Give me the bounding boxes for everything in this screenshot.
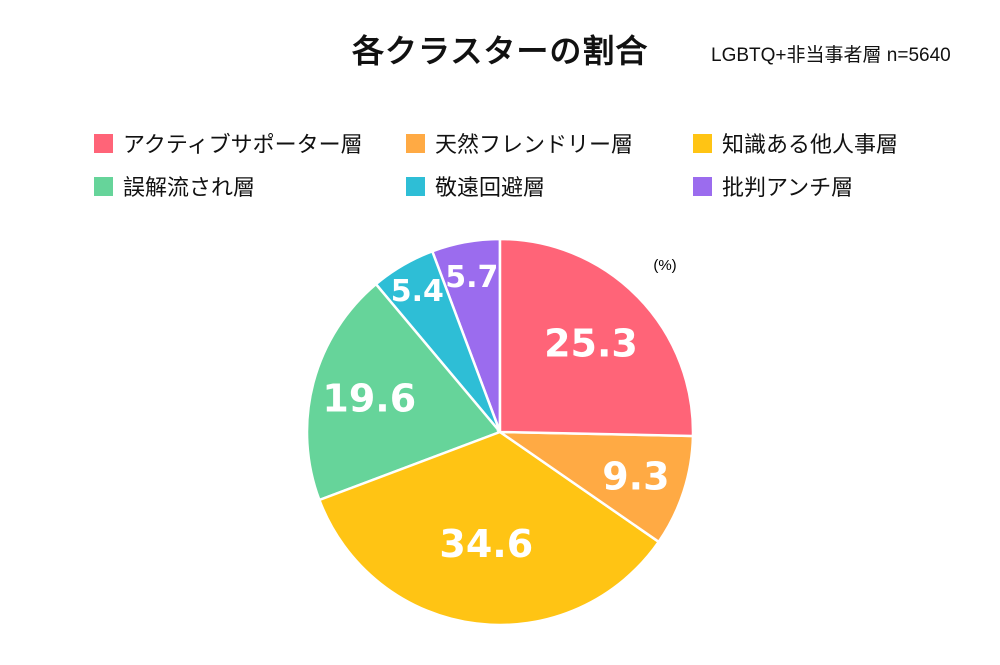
legend: アクティブサポーター層 天然フレンドリー層 知識ある他人事層 誤解流され層 敬遠… — [94, 128, 974, 201]
slice-value-label: 25.3 — [544, 322, 638, 366]
legend-label: 知識ある他人事層 — [722, 133, 899, 158]
slice-value-label: 9.3 — [602, 455, 669, 499]
legend-swatch — [406, 133, 425, 153]
pie-slice — [498, 237, 695, 438]
legend-label: 天然フレンドリー層 — [435, 133, 634, 158]
legend-swatch — [693, 176, 712, 196]
chart-title: 各クラスターの割合 — [352, 32, 649, 70]
unit-label: (%) — [653, 257, 676, 274]
slice-value-label: 5.7 — [445, 260, 498, 295]
legend-label: 敬遠回避層 — [435, 176, 546, 201]
pie-slice — [317, 430, 661, 627]
legend-swatch — [94, 133, 113, 153]
legend-item: 誤解流され層 — [94, 171, 406, 201]
legend-swatch — [693, 133, 712, 153]
legend-label: アクティブサポーター層 — [123, 133, 363, 158]
legend-label: 批判アンチ層 — [722, 176, 854, 201]
pie-slice — [495, 430, 695, 544]
legend-item: 批判アンチ層 — [693, 171, 973, 201]
legend-swatch — [406, 176, 425, 196]
slice-value-label: 34.6 — [439, 522, 533, 566]
legend-item: 知識ある他人事層 — [693, 128, 973, 158]
slice-value-label: 19.6 — [322, 376, 416, 420]
legend-label: 誤解流され層 — [123, 176, 256, 201]
slice-value-label: 5.4 — [391, 274, 444, 309]
legend-item: 天然フレンドリー層 — [406, 128, 693, 158]
chart-subtitle: LGBTQ+非当事者層 n=5640 — [711, 45, 951, 66]
pie-slice — [305, 282, 503, 502]
legend-item: 敬遠回避層 — [406, 171, 693, 201]
legend-swatch — [94, 176, 113, 196]
legend-item: アクティブサポーター層 — [94, 128, 406, 158]
